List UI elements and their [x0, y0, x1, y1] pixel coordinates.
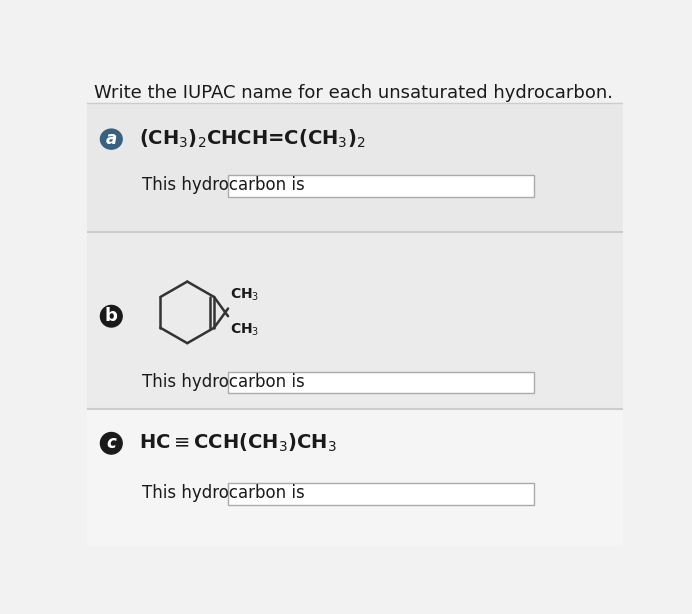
Text: HC$\equiv$CCH(CH$_3$)CH$_3$: HC$\equiv$CCH(CH$_3$)CH$_3$ — [139, 432, 337, 454]
Text: CH$_3$: CH$_3$ — [230, 287, 259, 303]
FancyBboxPatch shape — [86, 409, 623, 546]
Text: Write the IUPAC name for each unsaturated hydrocarbon.: Write the IUPAC name for each unsaturate… — [94, 85, 613, 103]
Text: This hydrocarbon is: This hydrocarbon is — [143, 484, 305, 502]
FancyBboxPatch shape — [86, 104, 623, 231]
FancyBboxPatch shape — [228, 483, 534, 505]
Text: This hydrocarbon is: This hydrocarbon is — [143, 176, 305, 194]
Text: b: b — [105, 307, 118, 325]
Text: This hydrocarbon is: This hydrocarbon is — [143, 373, 305, 391]
FancyBboxPatch shape — [228, 176, 534, 197]
Ellipse shape — [100, 129, 122, 149]
Text: a: a — [106, 130, 117, 148]
Ellipse shape — [100, 305, 122, 327]
FancyBboxPatch shape — [86, 231, 623, 246]
FancyBboxPatch shape — [228, 371, 534, 393]
Text: CH$_3$: CH$_3$ — [230, 322, 259, 338]
Ellipse shape — [100, 432, 122, 454]
Text: c: c — [107, 434, 116, 453]
Text: (CH$_3$)$_2$CHCH=C(CH$_3$)$_2$: (CH$_3$)$_2$CHCH=C(CH$_3$)$_2$ — [139, 128, 366, 150]
FancyBboxPatch shape — [86, 231, 623, 409]
